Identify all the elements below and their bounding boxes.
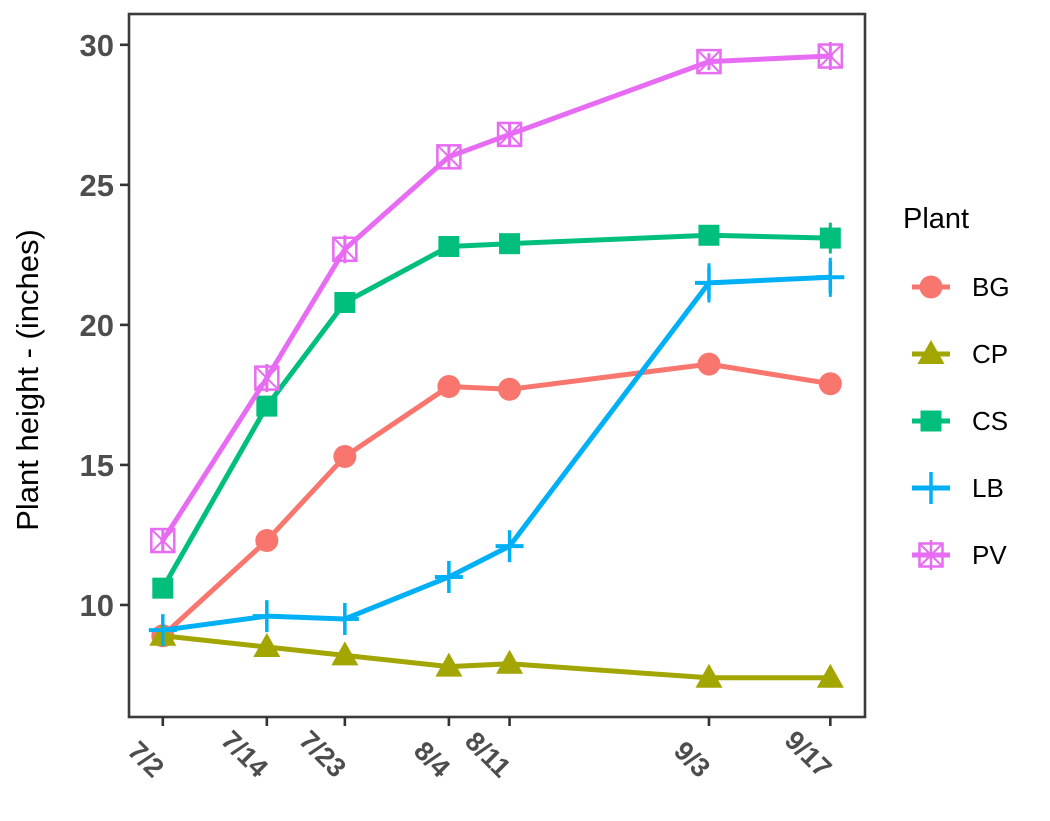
- point-CP-4: [496, 649, 524, 674]
- point-CS-2: [334, 291, 356, 313]
- circle-icon: [919, 275, 943, 299]
- point-BG-1: [255, 529, 279, 553]
- triangle-icon: [917, 340, 945, 364]
- y-tick-label: 10: [80, 588, 114, 623]
- point-PV-0: [150, 527, 176, 554]
- plot-panel: [127, 12, 867, 719]
- point-PV-5: [696, 48, 722, 75]
- point-PV-6: [818, 43, 843, 69]
- plot-area: 10 15 20 25 30 7/2 7/14 7/23 8/4 8/11 9/3 9/17: [80, 12, 867, 783]
- point-CP-3: [435, 652, 463, 677]
- y-tick-label: 25: [80, 168, 114, 203]
- y-tick-label: 15: [80, 448, 114, 483]
- point-CS-5: [698, 224, 720, 246]
- point-PV-2: [332, 236, 358, 263]
- point-CS-4: [499, 233, 521, 255]
- series-CP: [149, 621, 844, 688]
- point-PV-3: [436, 144, 462, 170]
- point-CS-0: [152, 577, 174, 599]
- square-icon: [920, 410, 942, 432]
- point-CP-1: [253, 632, 281, 657]
- point-PV-4: [496, 121, 523, 148]
- point-PV-5: [696, 49, 722, 74]
- legend-label-PV: PV: [972, 540, 1007, 570]
- point-BG-2: [333, 445, 357, 469]
- legend-item-BG: BG: [912, 272, 1010, 302]
- x-tick-label: 8/11: [459, 726, 516, 783]
- legend-item-LB: LB: [912, 472, 1004, 504]
- point-CS-6: [819, 227, 841, 249]
- series-CS: [152, 222, 841, 599]
- point-BG-3: [437, 375, 461, 399]
- y-tick-label: 20: [80, 308, 114, 343]
- x-tick-label: 8/4: [408, 735, 456, 783]
- point-PV-0: [150, 528, 176, 553]
- x-tick-label: 7/2: [122, 735, 170, 783]
- legend-label-CP: CP: [972, 339, 1008, 369]
- point-PV-3: [436, 144, 462, 170]
- point-BG-4: [498, 377, 522, 401]
- point-PV-2: [332, 237, 358, 262]
- point-CS-3: [438, 235, 460, 257]
- point-PV-1: [254, 365, 280, 391]
- legend-label-BG: BG: [972, 272, 1010, 302]
- point-CP-5: [695, 663, 723, 688]
- point-PV-6: [817, 43, 844, 69]
- legend-label-CS: CS: [972, 406, 1008, 436]
- square-x-icon: [918, 542, 944, 568]
- square-x-icon: [918, 542, 944, 568]
- legend-title: Plant: [903, 203, 969, 235]
- legend-label-LB: LB: [972, 473, 1004, 503]
- point-BG-5: [697, 352, 721, 376]
- x-tick-label: 9/3: [668, 735, 716, 783]
- series-PV: [150, 42, 844, 554]
- point-PV-4: [497, 122, 522, 147]
- legend-item-CS: CS: [912, 406, 1008, 436]
- point-CS-1: [256, 395, 278, 417]
- point-BG-6: [818, 372, 842, 396]
- legend-item-PV: PV: [912, 540, 1007, 570]
- legend: Plant BG CP CS LB PV: [903, 203, 1010, 570]
- y-tick-label: 30: [80, 28, 114, 63]
- series-LB: [148, 257, 845, 647]
- x-tick-label: 7/23: [293, 725, 351, 783]
- x-tick-label: 7/14: [215, 725, 273, 783]
- x-tick-label: 9/17: [779, 725, 837, 783]
- point-CP-6: [816, 663, 844, 688]
- point-PV-1: [254, 365, 280, 391]
- point-CP-2: [331, 641, 359, 666]
- y-axis-title: Plant height - (inches): [10, 229, 45, 531]
- legend-item-CP: CP: [912, 339, 1008, 369]
